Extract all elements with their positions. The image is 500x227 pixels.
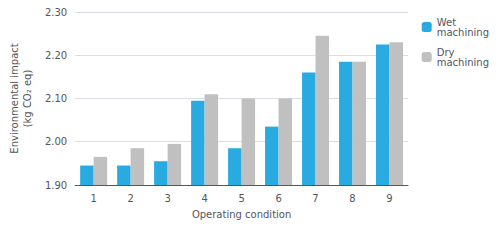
svg-text:Environmental impact: Environmental impact [9,43,20,153]
svg-text:2.30: 2.30 [45,7,67,18]
svg-text:machining: machining [437,57,489,68]
svg-text:Operating condition: Operating condition [192,209,291,220]
svg-text:2.20: 2.20 [45,50,67,61]
svg-text:4: 4 [201,193,207,204]
svg-text:1.90: 1.90 [45,180,67,191]
svg-text:3: 3 [164,193,170,204]
svg-text:(kg CO₂ eq): (kg CO₂ eq) [22,70,33,128]
svg-text:Dry: Dry [436,46,455,58]
svg-text:9: 9 [386,193,392,204]
svg-text:2: 2 [127,193,133,204]
svg-text:7: 7 [312,193,318,204]
svg-text:1: 1 [90,193,96,204]
svg-text:5: 5 [238,193,244,204]
svg-text:Wet: Wet [436,16,457,28]
svg-text:8: 8 [349,193,355,204]
svg-text:2.00: 2.00 [45,136,67,147]
svg-text:machining: machining [437,27,489,38]
svg-text:6: 6 [275,193,281,204]
svg-text:2.10: 2.10 [45,93,67,104]
